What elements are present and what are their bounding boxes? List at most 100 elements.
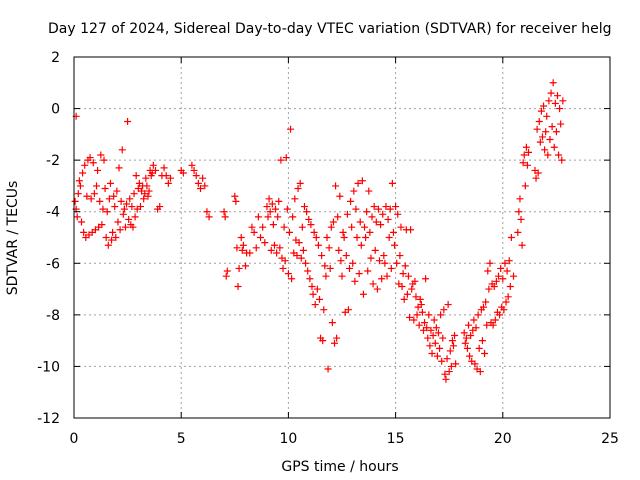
data-point (519, 159, 527, 167)
data-point (336, 192, 344, 200)
data-point (381, 259, 389, 267)
data-point (366, 228, 374, 236)
data-point (310, 228, 318, 236)
data-point (363, 208, 371, 216)
data-point (447, 362, 455, 370)
data-point (232, 197, 240, 205)
data-point (466, 352, 474, 360)
data-point (201, 182, 209, 190)
data-point (424, 334, 432, 342)
data-point (143, 182, 151, 190)
data-point (297, 254, 305, 262)
data-point (537, 107, 545, 115)
data-point (338, 272, 346, 280)
data-point (449, 342, 457, 350)
data-point (358, 177, 366, 185)
data-point (325, 244, 333, 252)
data-point (179, 169, 187, 177)
data-point (422, 275, 430, 283)
data-point (520, 151, 528, 159)
data-point (353, 234, 361, 241)
data-point (451, 331, 459, 339)
data-point (429, 331, 437, 339)
data-point (136, 203, 144, 211)
data-point (446, 347, 454, 355)
data-point (222, 272, 230, 280)
data-point (324, 365, 332, 373)
data-point (369, 280, 377, 288)
data-point (145, 187, 153, 195)
data-point (276, 244, 284, 252)
x-tick-label: 5 (177, 431, 186, 447)
data-point (486, 259, 494, 267)
data-point (510, 272, 518, 280)
data-point (90, 190, 98, 198)
data-point (264, 213, 272, 221)
data-point (223, 267, 231, 275)
data-point (113, 187, 121, 195)
data-point (361, 223, 369, 231)
data-point (346, 264, 354, 272)
data-point (490, 282, 498, 290)
data-point (546, 136, 554, 144)
data-point (495, 272, 503, 280)
data-point (552, 128, 560, 136)
data-point (518, 241, 526, 249)
data-point (267, 246, 275, 254)
data-point (483, 321, 491, 329)
data-point (347, 197, 355, 205)
data-point (392, 203, 400, 211)
data-point (308, 282, 316, 290)
data-point (263, 203, 271, 211)
data-point (323, 234, 331, 241)
data-point (413, 311, 421, 319)
y-tick-label: -4 (46, 205, 60, 221)
data-point (352, 205, 360, 213)
y-tick-label: 2 (51, 50, 60, 66)
data-point (356, 218, 364, 226)
data-point (100, 156, 108, 164)
data-point (412, 293, 420, 301)
data-point (270, 241, 278, 249)
y-tick-label: -8 (46, 308, 60, 324)
data-point (238, 246, 246, 254)
data-point (357, 241, 365, 249)
data-point (296, 179, 304, 187)
data-point (330, 339, 338, 347)
data-point (380, 252, 388, 260)
data-point (261, 239, 269, 247)
data-point (350, 187, 358, 195)
data-point (205, 213, 213, 221)
data-point (550, 143, 558, 151)
data-point (525, 148, 533, 156)
data-point (86, 154, 94, 162)
data-point (505, 257, 513, 265)
data-point (277, 156, 285, 164)
y-tick-label: -6 (46, 256, 60, 272)
data-point (504, 293, 512, 301)
data-point (431, 339, 439, 347)
data-point (376, 257, 384, 265)
data-point (293, 252, 301, 260)
x-tick-label: 20 (494, 431, 512, 447)
data-point (436, 344, 444, 352)
data-point (532, 174, 540, 182)
data-point (365, 187, 373, 195)
data-points (71, 79, 567, 383)
data-point (364, 267, 372, 275)
data-point (372, 218, 380, 226)
data-point (302, 259, 310, 267)
data-point (328, 319, 336, 327)
data-point (462, 334, 470, 342)
data-point (199, 174, 207, 182)
x-tick-label: 25 (601, 431, 619, 447)
data-point (355, 270, 363, 278)
data-point (151, 166, 159, 174)
data-point (96, 197, 104, 205)
data-point (103, 208, 111, 216)
data-point (108, 236, 116, 244)
data-point (391, 241, 399, 249)
data-point (194, 179, 202, 187)
data-point (162, 172, 170, 180)
data-point (543, 112, 551, 120)
